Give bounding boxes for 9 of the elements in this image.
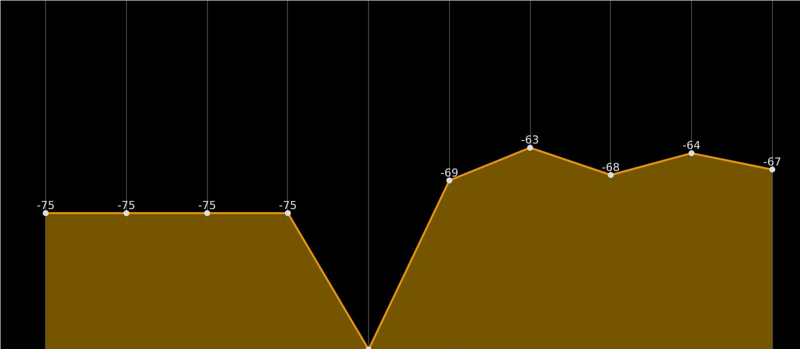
data-label: -75 <box>36 199 55 212</box>
data-label: -63 <box>521 134 540 147</box>
data-label: -68 <box>602 161 620 174</box>
data-label: -75 <box>117 199 136 212</box>
data-label: -64 <box>682 139 701 152</box>
data-label: -67 <box>763 156 782 169</box>
data-label: -69 <box>440 166 458 180</box>
data-label: -75 <box>278 199 297 212</box>
data-label: -75 <box>198 199 216 212</box>
